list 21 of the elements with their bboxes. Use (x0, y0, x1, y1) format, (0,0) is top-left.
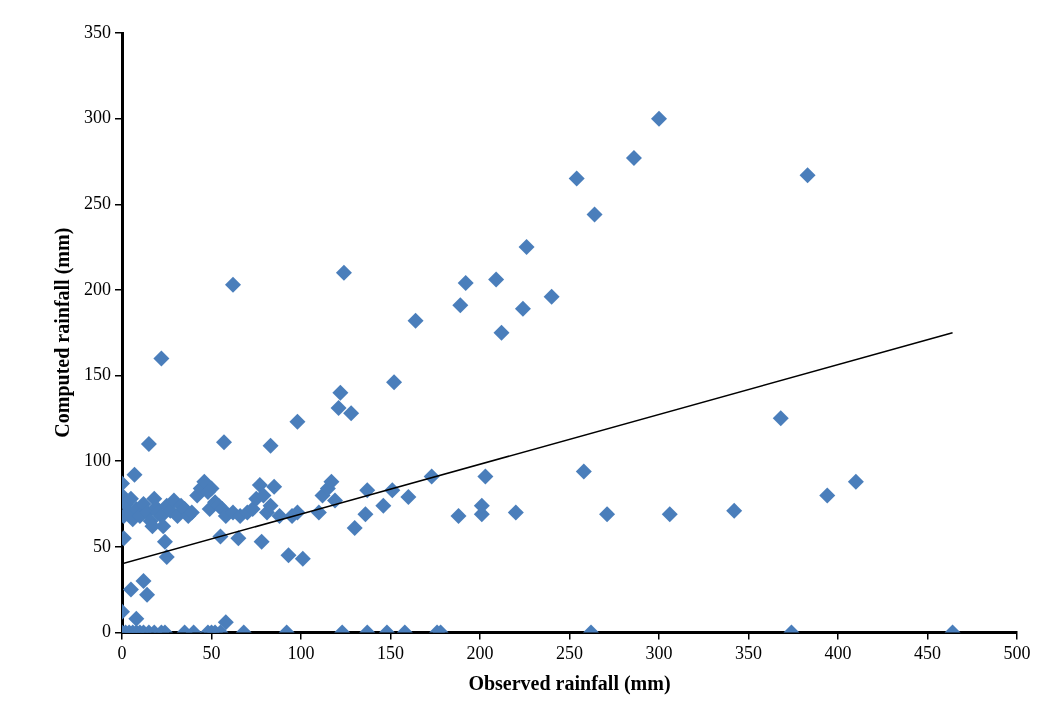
x-tick-label: 100 (287, 642, 315, 663)
x-tick-label: 400 (824, 642, 852, 663)
x-tick-label: 250 (556, 642, 583, 663)
y-tick-label: 300 (84, 107, 111, 128)
x-axis-title: Observed rainfall (mm) (468, 672, 671, 696)
y-tick-label: 50 (93, 535, 111, 556)
x-tick-label: 300 (645, 642, 673, 663)
x-tick-label: 200 (466, 642, 494, 663)
x-tick-label: 500 (1003, 642, 1031, 663)
y-axis-title: Computed rainfall (mm) (51, 227, 75, 438)
x-tick-label: 0 (117, 642, 127, 663)
y-tick-label: 350 (84, 21, 111, 42)
x-tick-label: 350 (735, 642, 762, 663)
y-tick-label: 150 (84, 364, 111, 385)
y-tick-label: 0 (102, 621, 111, 642)
y-tick-label: 100 (84, 449, 111, 470)
x-tick-label: 450 (914, 642, 941, 663)
y-tick-label: 200 (84, 278, 111, 299)
x-tick-label: 150 (377, 642, 404, 663)
x-tick-label: 50 (202, 642, 221, 663)
y-tick-label: 250 (84, 192, 111, 213)
